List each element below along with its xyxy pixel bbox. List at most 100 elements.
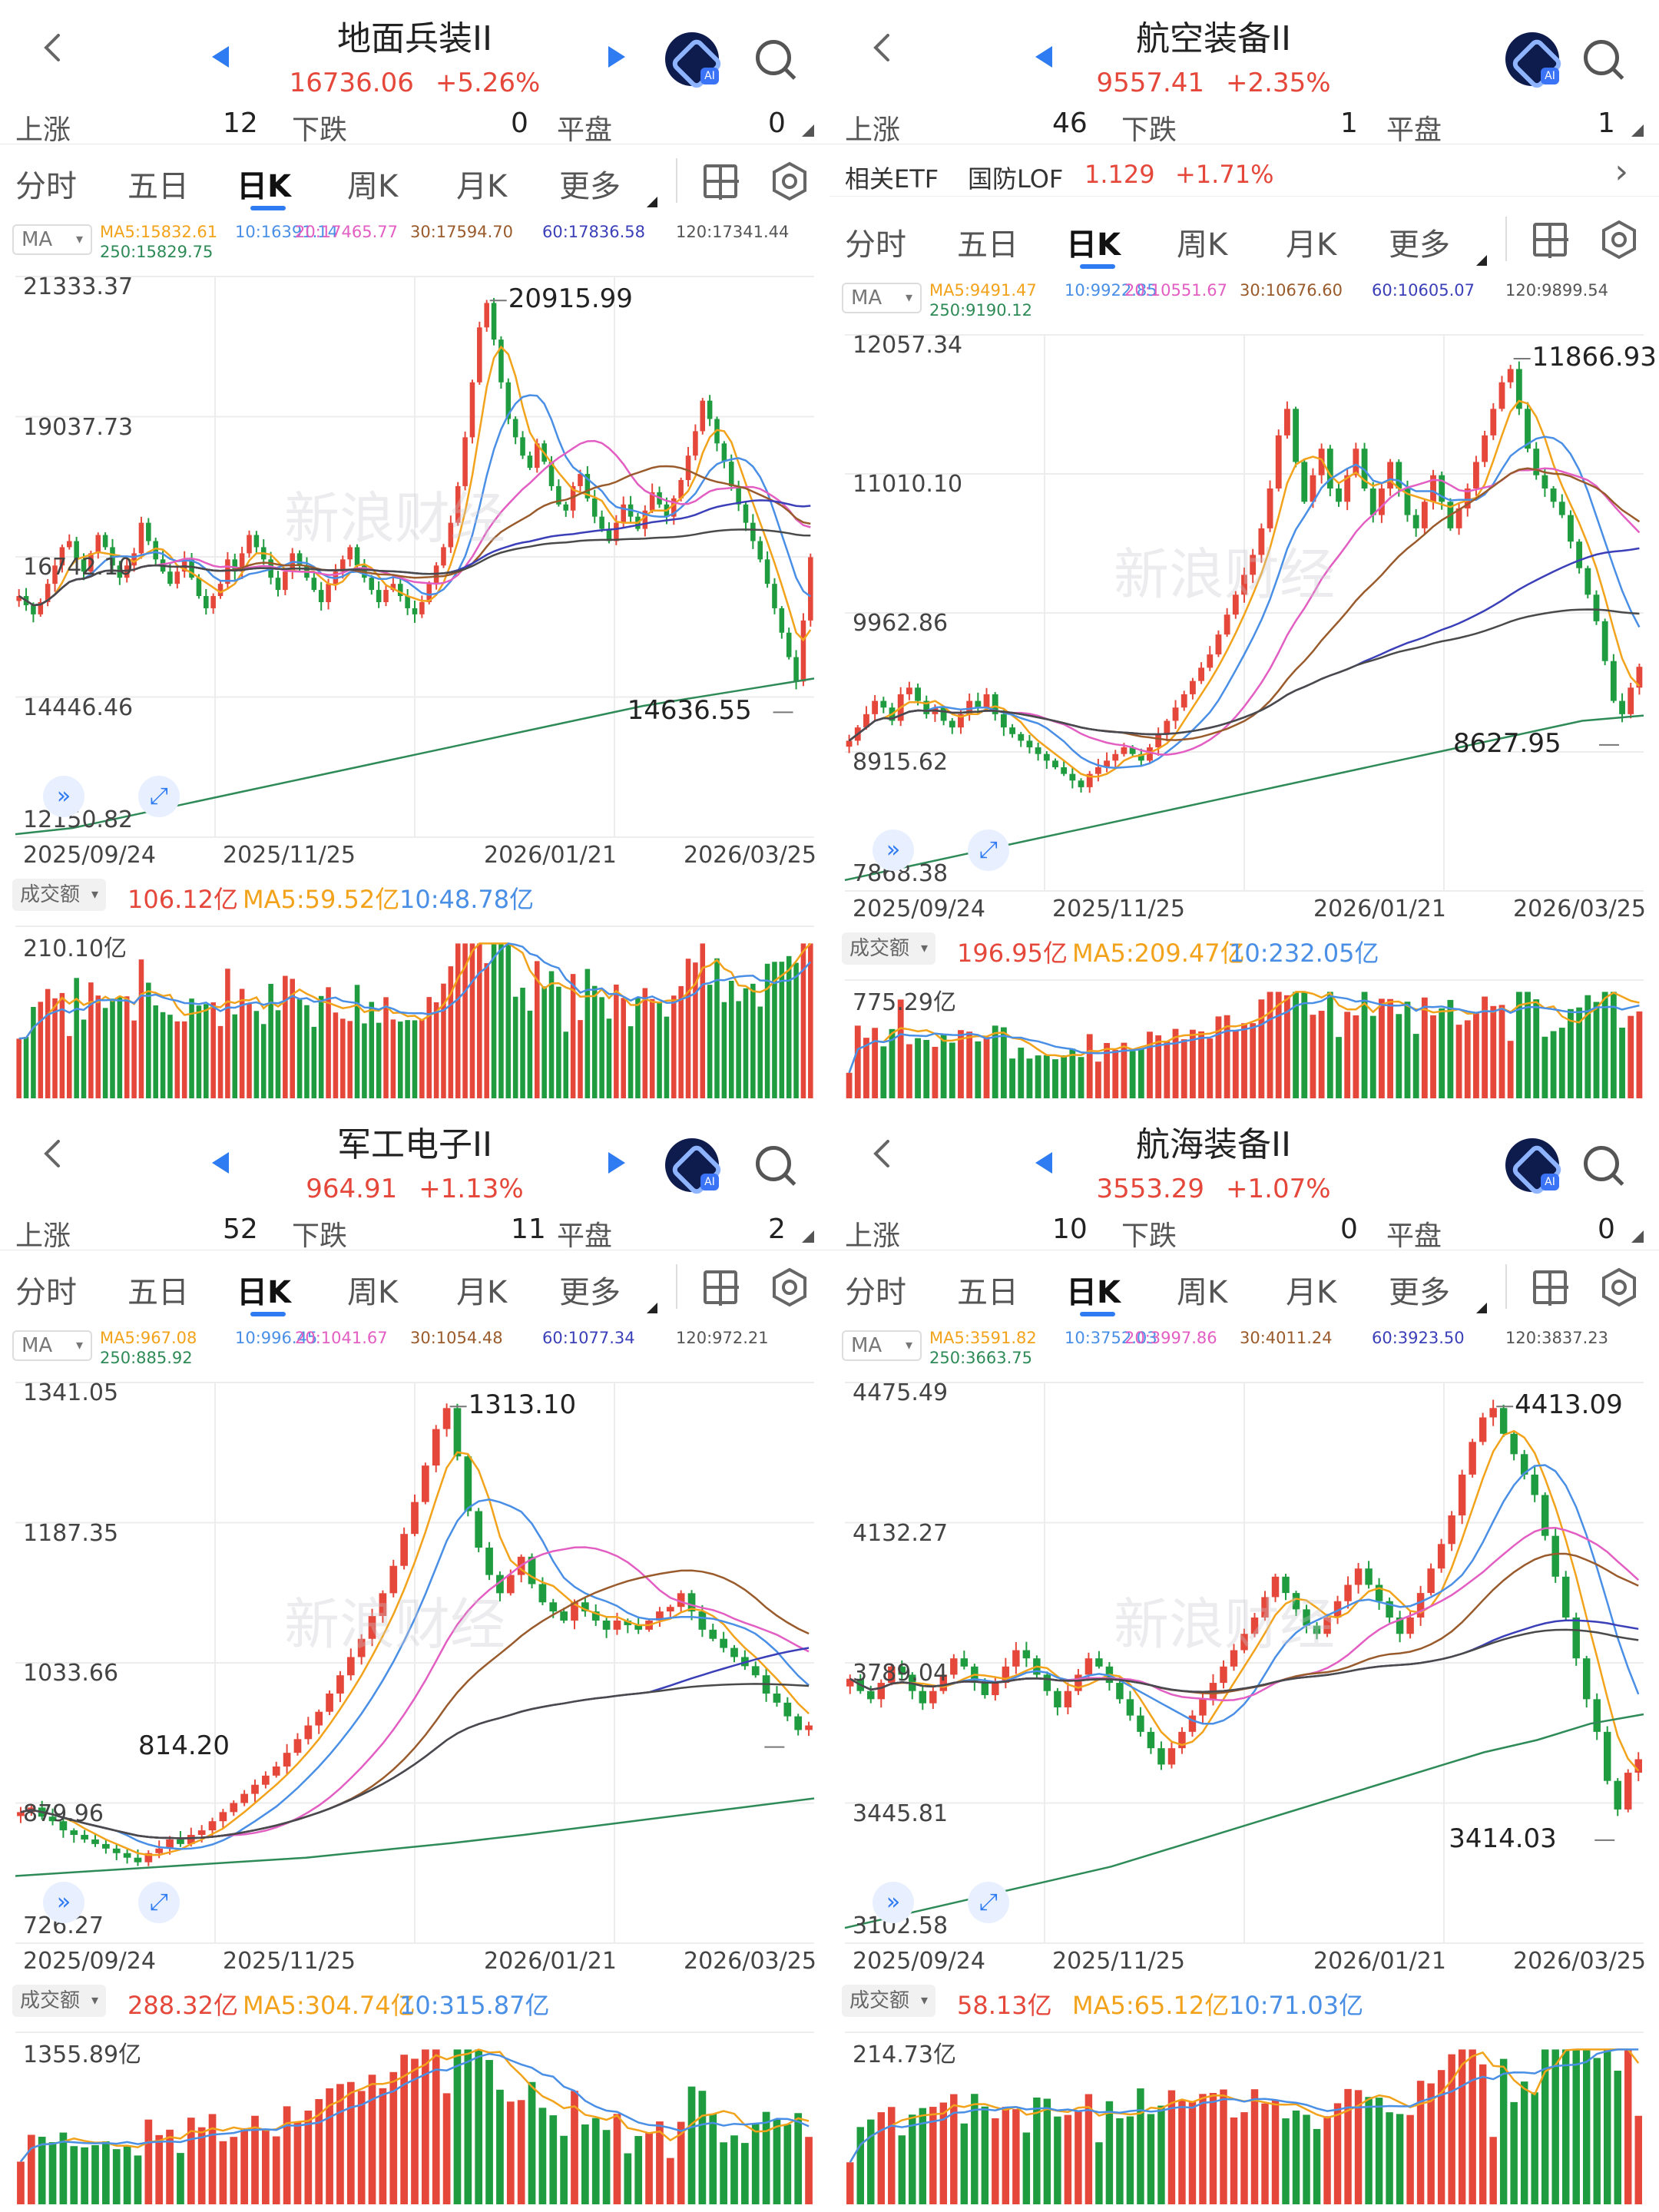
fast-forward-icon[interactable]: » <box>873 830 914 871</box>
tab-1[interactable]: 五日 <box>127 169 189 204</box>
prev-sector-icon[interactable] <box>212 46 229 68</box>
next-sector-icon[interactable] <box>608 1152 625 1174</box>
back-icon[interactable] <box>38 32 69 63</box>
ma-value-2: 20:10551.67 <box>1124 281 1227 300</box>
tab-2[interactable]: 日K <box>237 169 291 204</box>
back-icon[interactable] <box>38 1138 69 1169</box>
tab-0[interactable]: 分时 <box>15 169 77 204</box>
ma10-line <box>18 394 812 607</box>
tab-2[interactable]: 日K <box>1066 227 1121 263</box>
candle-body <box>1386 1601 1393 1618</box>
volume-bar <box>1469 2049 1476 2204</box>
settings-gear-icon[interactable] <box>770 1267 810 1307</box>
chevron-right-icon[interactable]: › <box>1614 152 1628 191</box>
ma-selector-button[interactable]: MA <box>842 1330 922 1361</box>
ai-assistant-icon[interactable]: AI <box>1505 1138 1559 1192</box>
layout-grid-icon[interactable] <box>704 164 739 200</box>
candle-body <box>783 1702 792 1717</box>
prev-sector-icon[interactable] <box>1035 46 1052 68</box>
candle-body <box>671 498 677 517</box>
more-dropdown-icon[interactable] <box>1476 255 1487 266</box>
tab-3[interactable]: 周K <box>1177 1275 1228 1310</box>
search-icon[interactable] <box>756 40 791 75</box>
settings-gear-icon[interactable] <box>770 161 810 201</box>
fast-forward-icon[interactable]: » <box>873 1882 914 1923</box>
panel-jungong: 军工电子II 964.91 +1.13% AI 上涨 52 下跌 11 平盘 2 分时 五日 日K 周K 月… <box>0 1106 830 2212</box>
volume-selector-button[interactable]: 成交额 <box>12 1985 107 2017</box>
header-bar: 地面兵装II 16736.06 +5.26% AI <box>0 0 830 108</box>
tab-3[interactable]: 周K <box>347 169 399 204</box>
expand-corner-icon[interactable] <box>802 1230 814 1243</box>
candle-body <box>208 1821 217 1831</box>
expand-corner-icon[interactable] <box>802 124 814 137</box>
fast-forward-icon[interactable]: » <box>43 1882 84 1923</box>
fullscreen-icon[interactable]: ⤢ <box>138 1882 180 1923</box>
down-label: 下跌 <box>292 1220 348 1252</box>
tab-2[interactable]: 日K <box>237 1275 291 1310</box>
tab-3[interactable]: 周K <box>1177 227 1228 263</box>
tab-5[interactable]: 更多 <box>1389 1275 1450 1310</box>
next-sector-icon[interactable] <box>608 46 625 68</box>
prev-sector-icon[interactable] <box>1035 1152 1052 1174</box>
ai-assistant-icon[interactable]: AI <box>1505 32 1559 86</box>
tab-4[interactable]: 月K <box>1286 227 1337 263</box>
back-icon[interactable] <box>868 1138 899 1169</box>
tab-0[interactable]: 分时 <box>845 1275 906 1310</box>
search-icon[interactable] <box>1584 40 1619 75</box>
layout-grid-icon[interactable] <box>1533 223 1568 258</box>
candle-body <box>698 1611 707 1630</box>
volume-selector-button[interactable]: 成交额 <box>842 1985 936 2017</box>
fullscreen-icon[interactable]: ⤢ <box>968 1882 1009 1923</box>
expand-corner-icon[interactable] <box>1631 124 1644 137</box>
ma-selector-button[interactable]: MA <box>842 283 922 313</box>
tab-1[interactable]: 五日 <box>127 1275 189 1310</box>
down-count: 0 <box>511 108 528 139</box>
volume-bars <box>17 2049 813 2204</box>
ma-selector-button[interactable]: MA <box>12 1330 92 1361</box>
tab-0[interactable]: 分时 <box>15 1275 77 1310</box>
more-dropdown-icon[interactable] <box>647 197 657 207</box>
ai-assistant-icon[interactable]: AI <box>665 1138 719 1192</box>
volume-bar <box>779 962 785 1098</box>
up-label: 上涨 <box>845 1220 901 1252</box>
tab-5[interactable]: 更多 <box>559 169 621 204</box>
candle-body <box>1531 1474 1538 1495</box>
search-icon[interactable] <box>1584 1146 1619 1181</box>
fast-forward-icon[interactable]: » <box>43 776 84 817</box>
volume-bar <box>1515 992 1522 1098</box>
fullscreen-icon[interactable]: ⤢ <box>968 830 1009 871</box>
tab-5[interactable]: 更多 <box>1389 227 1450 263</box>
settings-gear-icon[interactable] <box>1599 220 1639 260</box>
ma-selector-button[interactable]: MA <box>12 224 92 255</box>
fullscreen-icon[interactable]: ⤢ <box>138 776 180 817</box>
volume-selector-button[interactable]: 成交额 <box>842 932 936 965</box>
volume-value-0: 288.32亿 <box>127 1991 238 2020</box>
tab-1[interactable]: 五日 <box>957 227 1018 263</box>
tab-4[interactable]: 月K <box>456 1275 508 1310</box>
candle-body <box>1112 753 1119 761</box>
ai-assistant-icon[interactable]: AI <box>665 32 719 86</box>
volume-bar <box>1267 992 1273 1098</box>
tab-5[interactable]: 更多 <box>559 1275 621 1310</box>
more-dropdown-icon[interactable] <box>647 1303 657 1313</box>
candle-body <box>906 687 912 694</box>
related-etf-row[interactable]: 相关ETF 国防LOF 1.129 +1.71% › <box>830 152 1659 197</box>
layout-grid-icon[interactable] <box>1533 1270 1568 1306</box>
layout-grid-icon[interactable] <box>704 1270 739 1306</box>
tab-3[interactable]: 周K <box>347 1275 399 1310</box>
tab-4[interactable]: 月K <box>456 169 508 204</box>
prev-sector-icon[interactable] <box>212 1152 229 1174</box>
back-icon[interactable] <box>868 32 899 63</box>
tab-4[interactable]: 月K <box>1286 1275 1337 1310</box>
tab-0[interactable]: 分时 <box>845 227 906 263</box>
expand-corner-icon[interactable] <box>1631 1230 1644 1243</box>
tab-1[interactable]: 五日 <box>957 1275 1018 1310</box>
volume-bar <box>1430 1015 1436 1098</box>
tab-2[interactable]: 日K <box>1066 1275 1121 1310</box>
more-dropdown-icon[interactable] <box>1476 1303 1487 1313</box>
candle-body <box>88 553 94 572</box>
settings-gear-icon[interactable] <box>1599 1267 1639 1307</box>
search-icon[interactable] <box>756 1146 791 1181</box>
candle-body <box>528 1556 536 1584</box>
volume-selector-button[interactable]: 成交额 <box>12 879 107 911</box>
